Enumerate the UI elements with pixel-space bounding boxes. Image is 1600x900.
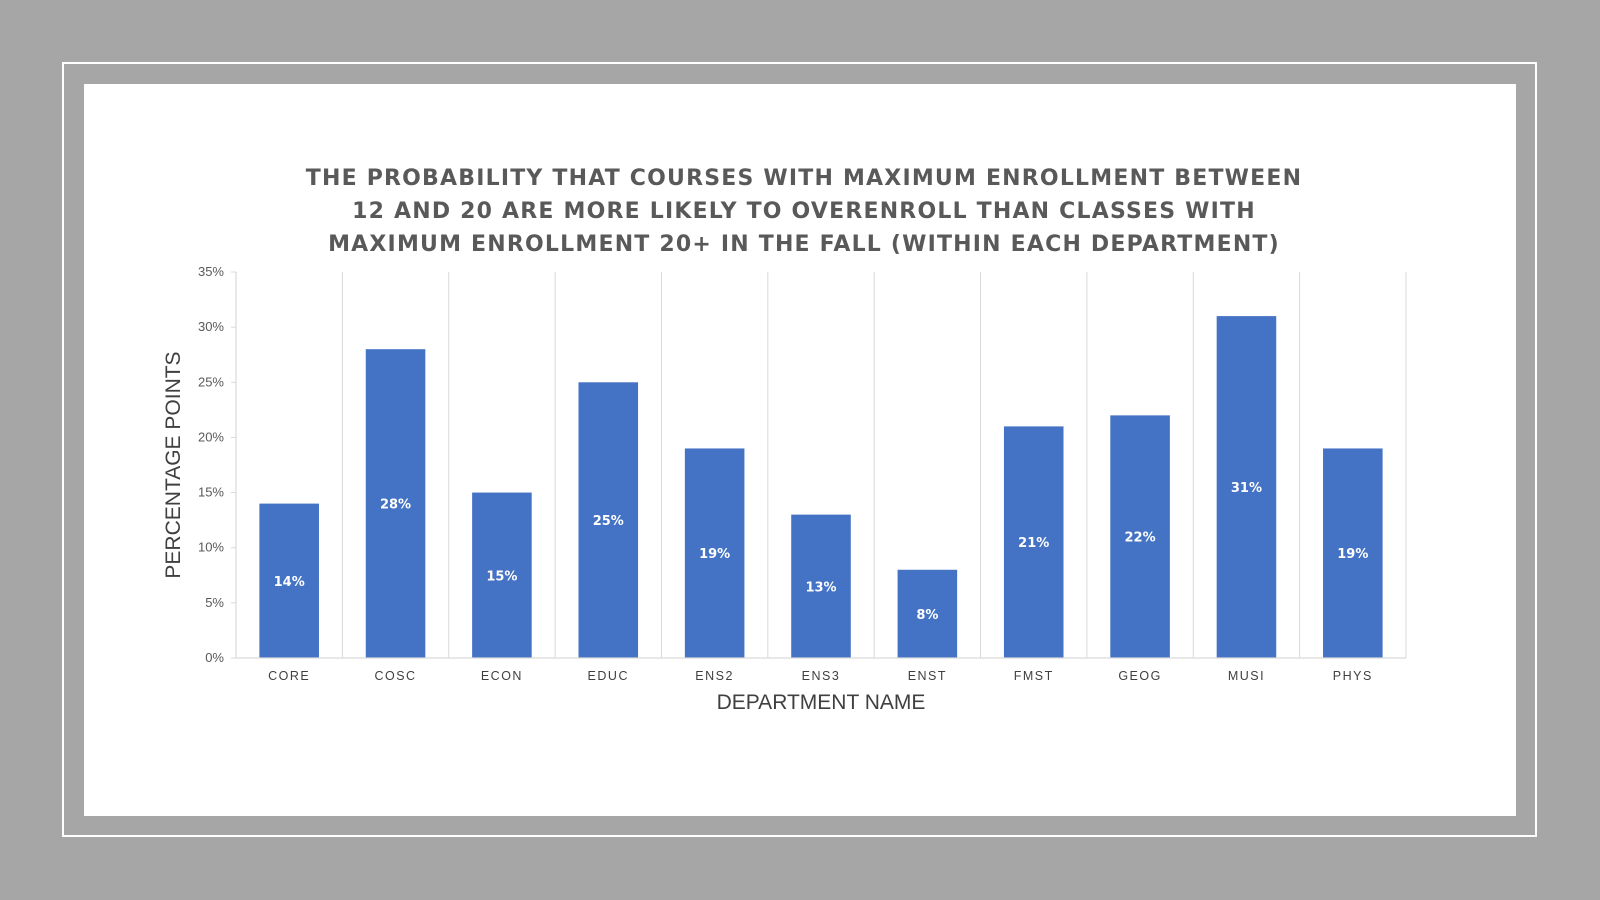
x-tick-label-enst: ENST bbox=[908, 669, 947, 683]
data-label-educ: 25% bbox=[593, 514, 624, 529]
y-tick-label: 0% bbox=[205, 650, 224, 665]
bar-geog bbox=[1110, 415, 1170, 658]
y-tick-label: 30% bbox=[198, 319, 224, 334]
axes bbox=[235, 272, 1406, 659]
data-label-ens2: 19% bbox=[699, 547, 730, 562]
x-tick-label-ens3: ENS3 bbox=[802, 669, 841, 683]
x-tick-label-fmst: FMST bbox=[1014, 669, 1054, 683]
y-tick-label: 15% bbox=[198, 485, 224, 500]
bar-cosc bbox=[365, 349, 426, 658]
bar-musi bbox=[1216, 316, 1277, 658]
bar-ens2 bbox=[684, 448, 745, 658]
data-label-ens3: 13% bbox=[805, 580, 836, 595]
x-tick-label-geog: GEOG bbox=[1118, 669, 1162, 683]
bars bbox=[259, 316, 1383, 658]
x-axis-ticks: CORE COSC ECON EDUC ENS2 ENS3 ENST FMST GEOG MUSI… bbox=[268, 669, 1373, 683]
x-axis-title: DEPARTMENT NAME bbox=[717, 691, 926, 714]
data-label-econ: 15% bbox=[486, 569, 517, 584]
data-labels: 14% 28% 15% 25% 19% 13% 8% 21% 22% 31% 19% bbox=[274, 481, 1369, 623]
bar-ens3 bbox=[791, 514, 851, 658]
bar-enst bbox=[897, 569, 958, 658]
x-tick-label-econ: ECON bbox=[481, 669, 523, 683]
bar-core bbox=[259, 503, 319, 658]
y-axis-title: PERCENTAGE POINTS bbox=[162, 351, 185, 578]
y-tick-label: 5% bbox=[205, 595, 224, 610]
y-tick-label: 10% bbox=[198, 540, 224, 555]
chart-title: THE PROBABILITY THAT COURSES WITH MAXIMU… bbox=[305, 166, 1303, 257]
y-axis-ticks: 0% 5% 10% 15% 20% 25% 30% 35% bbox=[198, 264, 236, 665]
x-tick-label-musi: MUSI bbox=[1228, 669, 1265, 683]
bar-phys bbox=[1323, 448, 1383, 658]
outer-frame bbox=[62, 62, 1537, 837]
bar-fmst bbox=[1003, 426, 1064, 658]
x-tick-label-educ: EDUC bbox=[588, 669, 629, 683]
bar-econ bbox=[472, 492, 532, 658]
bar-chart: 0% 5% 10% 15% 20% 25% 30% 35% CORE COSC ECON EDUC E… bbox=[162, 264, 1407, 714]
data-label-musi: 31% bbox=[1231, 481, 1262, 496]
x-tick-label-cosc: COSC bbox=[374, 669, 416, 683]
data-label-core: 14% bbox=[274, 575, 305, 590]
data-label-cosc: 28% bbox=[380, 498, 411, 513]
y-tick-label: 20% bbox=[198, 429, 224, 444]
x-tick-label-core: CORE bbox=[268, 669, 310, 683]
data-label-phys: 19% bbox=[1337, 547, 1368, 562]
data-label-enst: 8% bbox=[916, 608, 938, 623]
y-tick-label: 35% bbox=[198, 264, 224, 279]
x-tick-label-phys: PHYS bbox=[1333, 669, 1373, 683]
data-label-geog: 22% bbox=[1125, 531, 1156, 546]
chart-card: 0% 5% 10% 15% 20% 25% 30% 35% CORE COSC ECON EDUC E… bbox=[84, 84, 1516, 816]
data-label-fmst: 21% bbox=[1018, 536, 1049, 551]
y-tick-label: 25% bbox=[198, 374, 224, 389]
x-tick-label-ens2: ENS2 bbox=[695, 669, 734, 683]
bar-educ bbox=[578, 382, 639, 658]
